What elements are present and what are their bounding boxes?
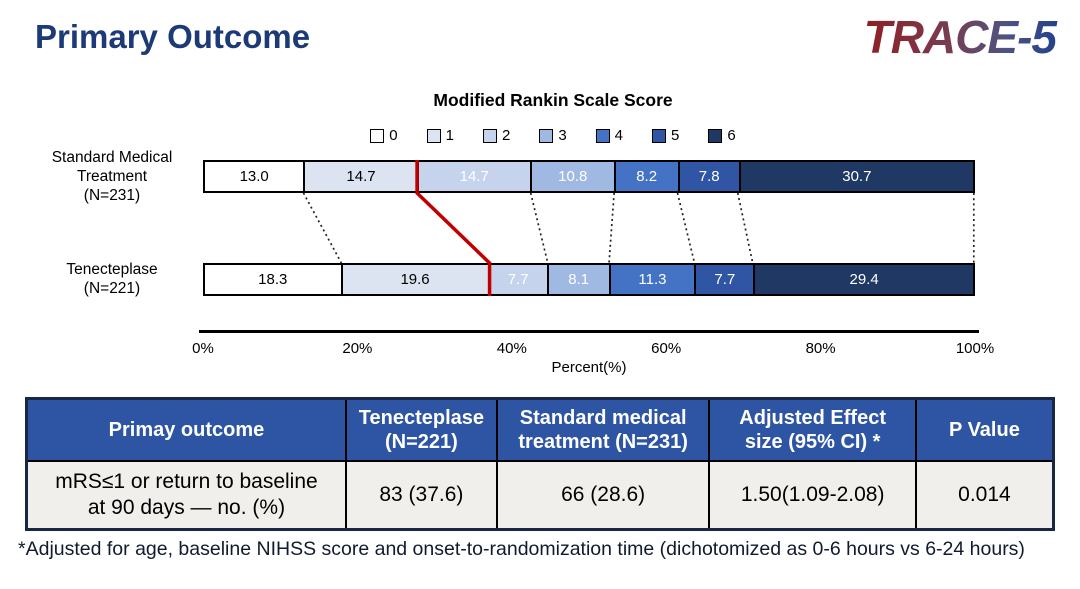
x-tick-label: 60% bbox=[651, 340, 682, 357]
x-tick-label: 100% bbox=[955, 340, 995, 357]
legend-label: 0 bbox=[389, 127, 398, 144]
chart-legend: 0 1 2 3 4 5 6 bbox=[167, 127, 939, 144]
legend-item-mrs-0: 0 bbox=[370, 127, 398, 144]
bar-label-standard-medical-treatment: Standard Medical Treatment (N=231) bbox=[51, 149, 173, 204]
table-header-row: Primay outcome Tenecteplase (N=221) Stan… bbox=[25, 397, 1055, 462]
bar-segment-mrs0: 18.3 bbox=[205, 265, 343, 294]
bar-segment-mrs1: 14.7 bbox=[305, 162, 419, 191]
bar-segment-mrs1: 19.6 bbox=[342, 265, 490, 294]
x-tick-label: 80% bbox=[805, 340, 836, 357]
cell-effect-size: 1.50(1.09-2.08) bbox=[708, 460, 917, 531]
cell-tenecteplase-value: 83 (37.6) bbox=[344, 460, 498, 531]
bar-segment-mrs6: 30.7 bbox=[740, 162, 974, 191]
stacked-bar-tenecteplase: 18.3 19.6 7.7 8.1 11.3 7.7 29.4 bbox=[203, 263, 975, 296]
header-standard-medical-treatment: Standard medical treatment (N=231) bbox=[495, 397, 711, 462]
legend-label: 4 bbox=[614, 127, 624, 144]
header-adjusted-effect-size: Adjusted Effect size (95% CI) * bbox=[708, 397, 917, 462]
cell-outcome-label: mRS≤1 or return to baseline at 90 days —… bbox=[25, 460, 347, 531]
legend-item-mrs-5: 5 bbox=[652, 127, 679, 144]
bar-segment-mrs0: 13.0 bbox=[205, 162, 306, 191]
connector-dotted-line bbox=[608, 192, 615, 264]
connector-dotted-line bbox=[736, 192, 754, 264]
legend-item-mrs-1: 1 bbox=[426, 127, 454, 144]
header-p-value: P Value bbox=[914, 397, 1055, 462]
bar-segment-mrs6: 29.4 bbox=[755, 265, 973, 294]
cell-standard-value: 66 (28.6) bbox=[495, 460, 711, 531]
x-axis-ticks: 0% 20% 40% 60% 80% 100% bbox=[192, 340, 994, 358]
legend-swatch-icon bbox=[595, 128, 610, 143]
legend-item-mrs-3: 3 bbox=[539, 127, 567, 144]
bar-segment-mrs3: 10.8 bbox=[531, 162, 616, 191]
legend-item-mrs-6: 6 bbox=[708, 127, 736, 144]
header-tenecteplase: Tenecteplase (N=221) bbox=[344, 397, 498, 462]
legend-label: 1 bbox=[445, 127, 454, 144]
bar-segment-mrs2: 14.7 bbox=[418, 162, 532, 191]
page-title: Primary Outcome bbox=[35, 18, 311, 55]
legend-swatch-icon bbox=[426, 128, 441, 143]
legend-item-mrs-4: 4 bbox=[595, 127, 624, 144]
x-tick-label: 40% bbox=[496, 340, 527, 357]
bar-segment-mrs4: 11.3 bbox=[610, 265, 697, 294]
x-tick-label: 20% bbox=[342, 340, 373, 357]
x-axis-line bbox=[199, 330, 979, 333]
cell-p-value: 0.014 bbox=[914, 460, 1055, 531]
results-table: Primay outcome Tenecteplase (N=221) Stan… bbox=[25, 397, 1055, 531]
x-tick-label: 0% bbox=[192, 340, 214, 357]
legend-swatch-icon bbox=[539, 128, 554, 143]
legend-swatch-icon bbox=[482, 128, 497, 143]
stacked-bar-standard-medical-treatment: 13.0 14.7 14.7 10.8 8.2 7.8 30.7 bbox=[203, 160, 975, 193]
bar-segment-mrs5: 7.8 bbox=[679, 162, 741, 191]
stacked-bar-plot: 13.0 14.7 14.7 10.8 8.2 7.8 30.7 18.3 19.6 7.7 8.1… bbox=[203, 160, 975, 296]
legend-label: 3 bbox=[558, 127, 567, 144]
bar-label-tenecteplase: Tenecteplase (N=221) bbox=[66, 261, 158, 297]
legend-swatch-icon bbox=[652, 128, 667, 143]
legend-swatch-icon bbox=[370, 128, 385, 143]
connector-dotted-line bbox=[529, 192, 549, 264]
legend-label: 2 bbox=[501, 127, 511, 144]
bar-segment-mrs5: 7.7 bbox=[696, 265, 756, 294]
legend-item-mrs-2: 2 bbox=[482, 127, 511, 144]
trace5-logo: TRACE-5 bbox=[864, 10, 1064, 64]
bar-segment-mrs2: 7.7 bbox=[489, 265, 549, 294]
legend-label: 6 bbox=[727, 127, 736, 144]
chart-title: Modified Rankin Scale Score bbox=[433, 90, 673, 110]
connector-dotted-line bbox=[302, 192, 343, 264]
footnote: *Adjusted for age, baseline NIHSS score … bbox=[18, 538, 1025, 560]
bar-segment-mrs4: 8.2 bbox=[615, 162, 680, 191]
bar-segment-mrs3: 8.1 bbox=[548, 265, 611, 294]
legend-swatch-icon bbox=[708, 128, 723, 143]
legend-label: 5 bbox=[671, 127, 680, 144]
connector-dotted-line bbox=[676, 192, 696, 264]
x-axis-label: Percent(%) bbox=[551, 359, 627, 376]
header-primary-outcome: Primay outcome bbox=[25, 397, 347, 462]
table-row: mRS≤1 or return to baseline at 90 days —… bbox=[25, 460, 1055, 531]
